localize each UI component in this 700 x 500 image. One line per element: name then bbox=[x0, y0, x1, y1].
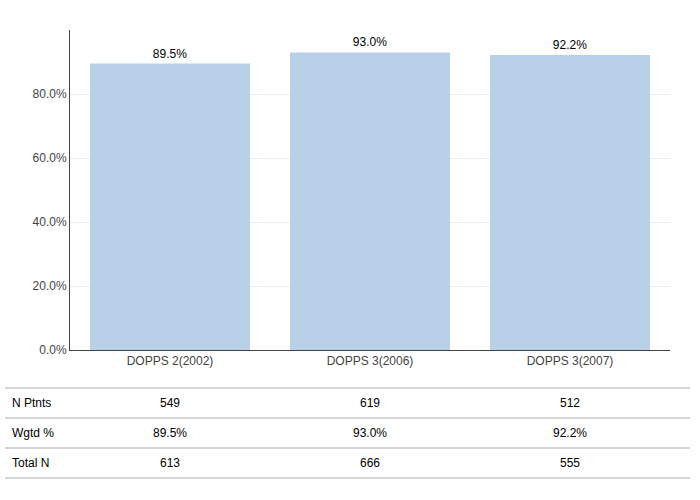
svg-text:619: 619 bbox=[360, 396, 380, 410]
svg-text:555: 555 bbox=[560, 456, 580, 470]
svg-text:89.5%: 89.5% bbox=[153, 426, 187, 440]
svg-text:N Ptnts: N Ptnts bbox=[12, 396, 51, 410]
svg-text:0.0%: 0.0% bbox=[39, 343, 67, 357]
svg-text:20.0%: 20.0% bbox=[33, 279, 67, 293]
svg-text:549: 549 bbox=[160, 396, 180, 410]
svg-text:60.0%: 60.0% bbox=[33, 151, 67, 165]
svg-text:Wgtd %: Wgtd % bbox=[12, 426, 54, 440]
svg-text:40.0%: 40.0% bbox=[33, 215, 67, 229]
svg-text:DOPPS 3(2007): DOPPS 3(2007) bbox=[527, 354, 614, 368]
svg-text:512: 512 bbox=[560, 396, 580, 410]
svg-text:666: 666 bbox=[360, 456, 380, 470]
svg-text:93.0%: 93.0% bbox=[353, 35, 387, 49]
svg-text:92.2%: 92.2% bbox=[553, 426, 587, 440]
svg-text:89.5%: 89.5% bbox=[153, 47, 187, 61]
svg-text:92.2%: 92.2% bbox=[553, 38, 587, 52]
svg-text:DOPPS 2(2002): DOPPS 2(2002) bbox=[127, 354, 214, 368]
svg-text:93.0%: 93.0% bbox=[353, 426, 387, 440]
svg-text:Total N: Total N bbox=[12, 456, 49, 470]
svg-text:613: 613 bbox=[160, 456, 180, 470]
svg-text:80.0%: 80.0% bbox=[33, 87, 67, 101]
svg-text:DOPPS 3(2006): DOPPS 3(2006) bbox=[327, 354, 414, 368]
